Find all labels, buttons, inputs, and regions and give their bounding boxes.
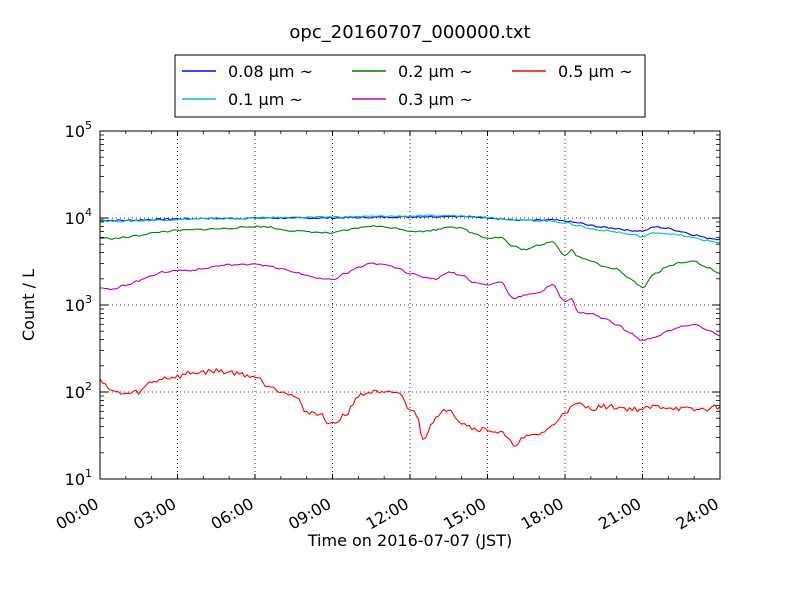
ticks bbox=[99, 130, 721, 480]
x-tick-label: 21:00 bbox=[595, 494, 644, 534]
x-tick-label: 18:00 bbox=[518, 494, 567, 534]
series-line bbox=[99, 367, 721, 447]
x-tick-label: 00:00 bbox=[53, 494, 102, 534]
x-tick-labels: 00:00 03:00 06:00 09:00 12:00 15:00 18:00 21:00… bbox=[53, 494, 722, 534]
series-line bbox=[99, 214, 721, 244]
y-tick-label: 101 bbox=[65, 467, 92, 489]
y-tick-label: 104 bbox=[65, 206, 92, 228]
legend-label: 0.1 μm ~ bbox=[228, 90, 303, 109]
x-tick-label: 09:00 bbox=[285, 494, 334, 534]
series-line bbox=[100, 262, 721, 341]
legend-box bbox=[174, 54, 646, 118]
legend-label: 0.2 μm ~ bbox=[398, 62, 473, 81]
legend-label: 0.3 μm ~ bbox=[398, 90, 473, 109]
x-tick-label: 12:00 bbox=[363, 494, 412, 534]
legend: 0.08 μm ~ 0.1 μm ~ 0.2 μm ~ 0.3 μm ~ 0.5 μm … bbox=[174, 54, 646, 118]
series-layer bbox=[99, 214, 721, 447]
y-tick-label: 102 bbox=[65, 380, 92, 402]
legend-label: 0.08 μm ~ bbox=[228, 62, 313, 81]
series-line bbox=[99, 225, 721, 289]
y-tick-label: 103 bbox=[65, 293, 92, 315]
x-tick-label: 15:00 bbox=[440, 494, 489, 534]
x-axis-label: Time on 2016-07-07 (JST) bbox=[307, 531, 512, 550]
y-axis-label: Count / L bbox=[19, 269, 38, 341]
y-tick-labels: 101 102 103 104 105 bbox=[65, 119, 92, 489]
grid bbox=[100, 131, 720, 479]
y-tick-label: 105 bbox=[65, 119, 92, 141]
x-tick-label: 03:00 bbox=[130, 494, 179, 534]
x-tick-label: 24:00 bbox=[673, 494, 722, 534]
x-tick-label: 06:00 bbox=[208, 494, 257, 534]
legend-label: 0.5 μm ~ bbox=[558, 62, 633, 81]
chart-title: opc_20160707_000000.txt bbox=[289, 22, 530, 43]
